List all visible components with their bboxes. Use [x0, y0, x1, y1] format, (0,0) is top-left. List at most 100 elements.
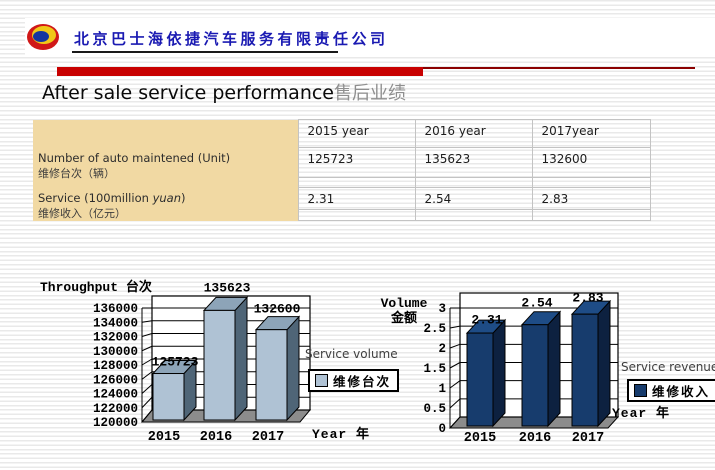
tick-connector [141, 320, 153, 323]
row-label-text-end: ) [181, 190, 186, 205]
spacer-cell [531, 209, 651, 221]
spacer-cell [414, 177, 533, 188]
y-tick-label: 136000 [93, 302, 138, 316]
cell-throughput-2017: 132600 [531, 147, 651, 178]
y-tick-label: 130000 [93, 345, 138, 359]
tick-connector [449, 416, 461, 429]
y-tick-label: 3 [438, 302, 446, 316]
throughput-xaxis-label: Year 年 [312, 427, 371, 442]
row-label-text: Service (100million [38, 190, 153, 205]
row-label-text: Number of auto maintened (Unit) [38, 150, 231, 165]
company-name: 北京巴士海依捷汽车服务有限责任公司 [74, 30, 389, 48]
cell-throughput-2016: 135623 [414, 147, 533, 178]
bar-front-face [466, 332, 494, 427]
tick-connector [141, 358, 153, 366]
company-underline [72, 51, 338, 53]
bar-side-face [234, 296, 248, 422]
x-category-label: 2017 [572, 431, 604, 446]
revenue-legend: 维修收入 [627, 379, 715, 402]
x-category-label: 2016 [519, 431, 551, 446]
x-category-label: 2015 [464, 431, 496, 446]
table-corner-cell [33, 119, 298, 148]
bar-side-face [547, 310, 561, 428]
row-label-throughput: Number of auto maintened (Unit) 维修台次（辆） [33, 147, 298, 188]
y-tick-label: 120000 [93, 416, 138, 430]
throughput-chart-title: Throughput 台次 [40, 280, 152, 295]
y-tick-label: 126000 [93, 373, 138, 387]
accent-line [423, 67, 695, 69]
legend-label-volume: 维修台次 [333, 376, 392, 390]
y-tick-label: 134000 [93, 316, 138, 330]
header-band [25, 18, 715, 55]
row-label-zh: 维修收入（亿元） [38, 206, 126, 220]
bar-side-face [286, 315, 300, 422]
revenue-annotation: Service revenue [621, 360, 715, 374]
spacer-cell [414, 209, 533, 221]
company-logo-icon [27, 24, 59, 50]
tick-connector [449, 343, 461, 349]
tick-connector [141, 396, 153, 409]
cell-revenue-2015: 2.31 [297, 187, 416, 210]
y-tick-label: 2.5 [423, 322, 446, 336]
y-tick-label: 122000 [93, 402, 138, 416]
bar-front-face [255, 329, 288, 421]
x-category-label: 2015 [148, 430, 180, 445]
spacer-cell [297, 177, 416, 188]
bar-value-label: 125723 [152, 355, 199, 370]
revenue-chart-title: Volume 金额 [378, 296, 430, 326]
row-label-zh: 维修台次（辆） [38, 166, 115, 180]
bar-value-label: 135623 [204, 281, 251, 296]
tick-connector [141, 345, 153, 352]
throughput-legend: 维修台次 [308, 369, 400, 392]
spacer-cell [297, 209, 416, 221]
x-category-label: 2017 [252, 430, 284, 445]
revenue-xaxis-label: Year 年 [612, 406, 671, 421]
tick-connector [141, 371, 153, 380]
y-tick-label: 1 [438, 382, 446, 396]
col-header-2015: 2015 year [297, 119, 416, 148]
x-category-label: 2016 [200, 430, 232, 445]
bar-side-face [597, 299, 611, 428]
y-tick-label: 0 [438, 422, 446, 436]
y-tick-label: 124000 [93, 388, 138, 402]
throughput-chart: 1200001220001240001260001280001300001320… [93, 281, 312, 445]
spacer-cell [531, 177, 651, 188]
row-label-italic: yuan [152, 190, 181, 205]
cell-revenue-2016: 2.54 [414, 187, 533, 210]
col-header-2017: 2017year [531, 119, 651, 148]
cell-throughput-2015: 125723 [297, 147, 416, 178]
page-title-zh: 售后业绩 [334, 83, 406, 104]
tick-connector [449, 380, 461, 389]
tick-connector [141, 333, 153, 337]
tick-connector [449, 398, 461, 409]
y-tick-label: 132000 [93, 331, 138, 345]
throughput-annotation: Service volume [305, 347, 398, 361]
bar-value-label: 132600 [254, 302, 301, 317]
revenue-chart: 0 0.5 1 1.5 2 2.5 3 2.31 2.54 2.83 2015 2016 2017 [423, 291, 620, 446]
bar-front-face [571, 313, 599, 427]
bar-value-label: 2.83 [572, 291, 603, 306]
page-title: After sale service performance售后业绩 [42, 79, 406, 105]
logo-blue-core [33, 31, 49, 42]
row-label-revenue: Service (100million yuan) 维修收入（亿元） [33, 187, 298, 221]
y-tick-label: 2 [438, 342, 446, 356]
tick-connector [449, 325, 461, 329]
tick-connector [141, 384, 153, 394]
revenue-chart-title-en: Volume [380, 296, 428, 311]
bar-value-label: 2.54 [521, 296, 552, 311]
legend-label-revenue: 维修收入 [652, 386, 711, 400]
bar-front-face [521, 324, 549, 427]
revenue-chart-title-zh: 金额 [390, 310, 417, 326]
accent-bar [57, 67, 423, 76]
performance-table: 2015 year 2016 year 2017year Number of a… [33, 119, 651, 221]
y-tick-label: 128000 [93, 359, 138, 373]
bar-side-face [492, 318, 506, 428]
tick-connector [141, 409, 153, 423]
y-tick-label: 1.5 [423, 362, 446, 376]
tick-connector [449, 362, 461, 369]
y-tick-label: 0.5 [423, 402, 446, 416]
cell-revenue-2017: 2.83 [531, 187, 651, 210]
legend-swatch-volume [315, 374, 328, 387]
bar-value-label: 2.31 [471, 313, 502, 328]
